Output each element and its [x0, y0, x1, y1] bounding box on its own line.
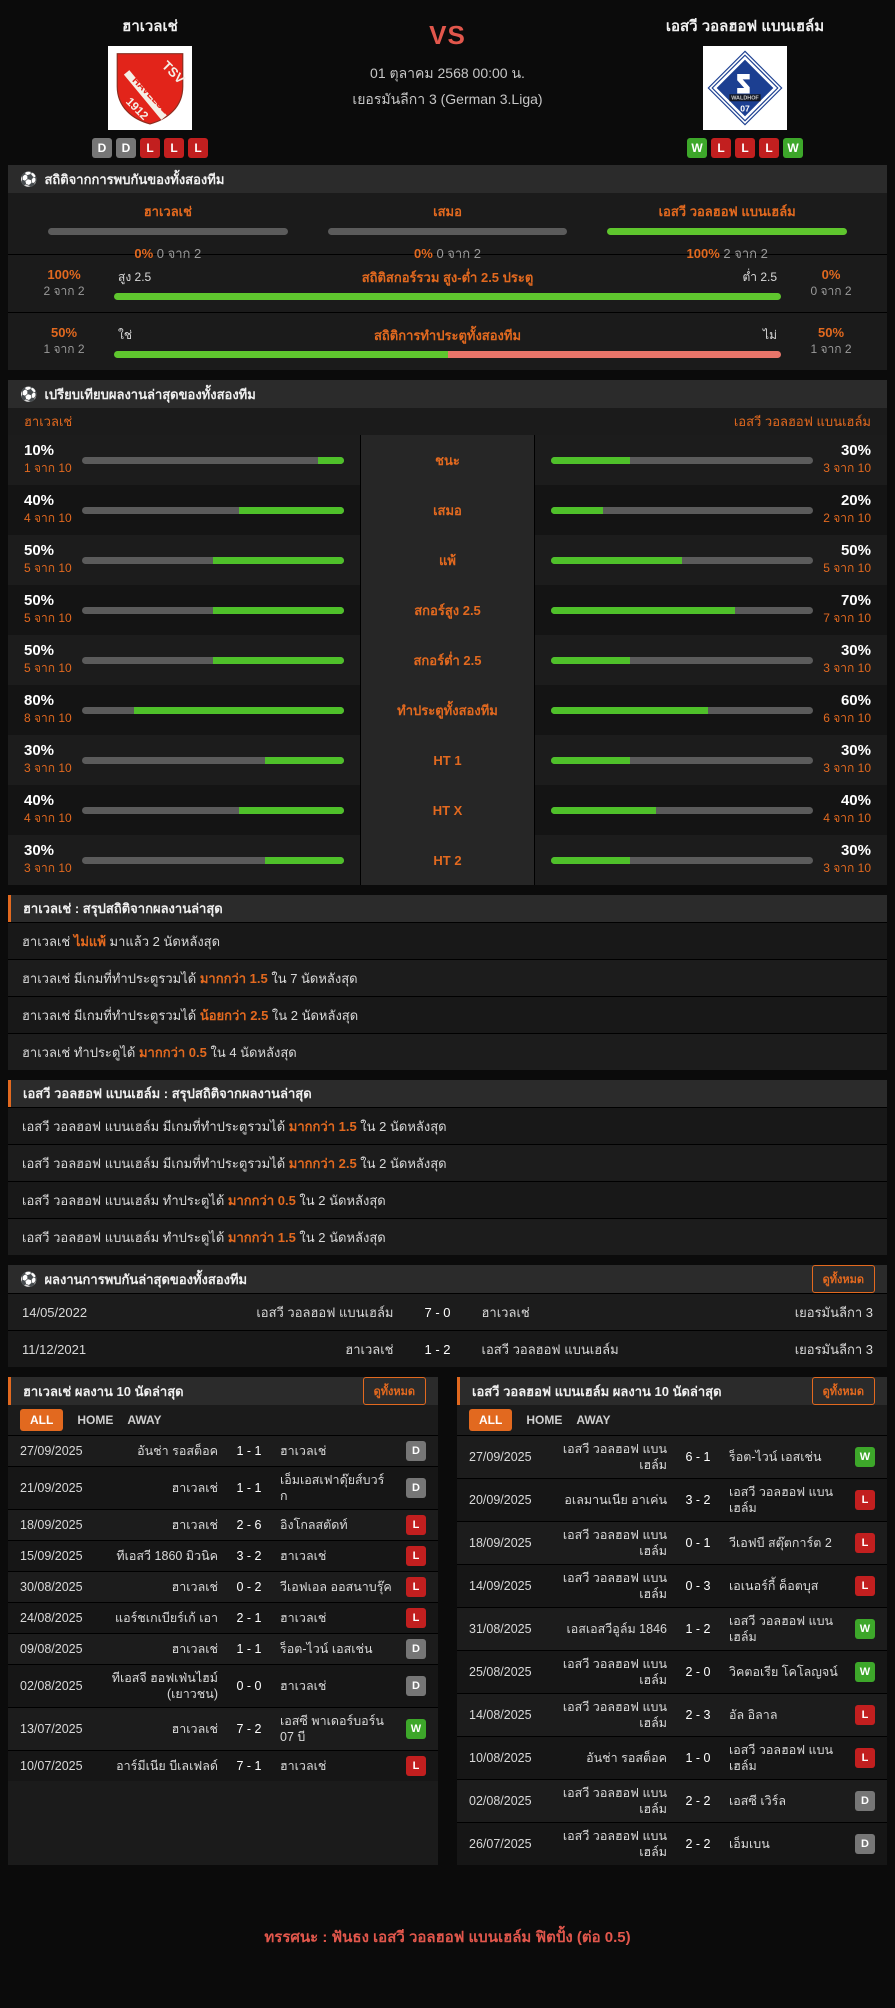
- svg-text:WALDHOF: WALDHOF: [731, 96, 759, 102]
- svg-text:07: 07: [740, 103, 750, 113]
